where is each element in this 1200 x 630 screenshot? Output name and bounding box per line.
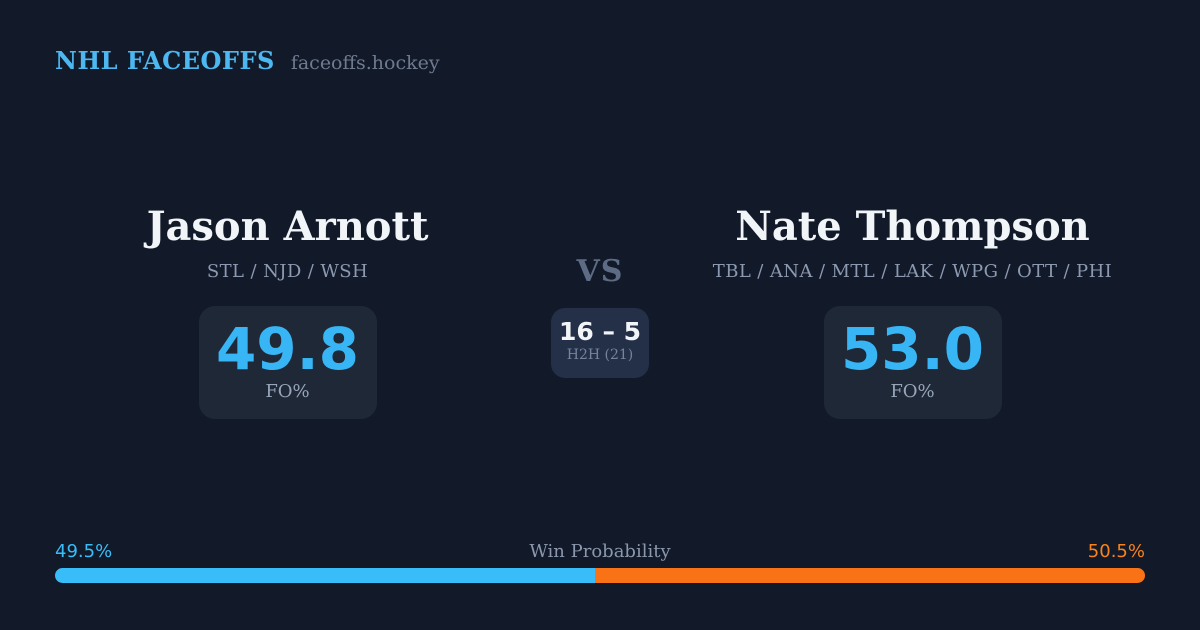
player-right-stat-box: 53.0 FO% — [823, 306, 1002, 419]
vs-label: VS — [576, 254, 624, 289]
player-left-teams: STL / NJD / WSH — [206, 261, 369, 282]
win-probability-right-value: 50.5% — [1087, 541, 1145, 562]
player-right-stat-label: FO% — [890, 381, 935, 402]
player-right-teams: TBL / ANA / MTL / LAK / WPG / OTT / PHI — [712, 261, 1113, 282]
player-left: Jason Arnott STL / NJD / WSH 49.8 FO% — [55, 207, 520, 419]
player-left-stat-label: FO% — [265, 381, 310, 402]
matchup-row: Jason Arnott STL / NJD / WSH 49.8 FO% VS… — [55, 207, 1145, 419]
win-probability-left-value: 49.5% — [55, 541, 113, 562]
matchup-center: VS 16 – 5 H2H (21) — [520, 207, 680, 378]
player-right-name: Nate Thompson — [735, 203, 1090, 250]
header: NHL FACEOFFS faceoffs.hockey — [55, 46, 440, 75]
player-right-fo-pct: 53.0 — [840, 315, 985, 383]
player-right: Nate Thompson TBL / ANA / MTL / LAK / WP… — [680, 207, 1145, 419]
win-probability-labels: 49.5% Win Probability 50.5% — [55, 541, 1145, 562]
player-left-name: Jason Arnott — [146, 203, 429, 250]
h2h-label: H2H (21) — [566, 347, 634, 363]
h2h-score: 16 – 5 — [558, 317, 642, 346]
brand-title: NHL FACEOFFS — [55, 46, 275, 75]
player-left-fo-pct: 49.8 — [215, 315, 360, 383]
win-bar-right-segment — [594, 568, 1145, 583]
site-url: faceoffs.hockey — [290, 52, 440, 74]
h2h-box: 16 – 5 H2H (21) — [551, 308, 649, 378]
player-left-stat-box: 49.8 FO% — [198, 306, 377, 419]
win-bar-left-segment — [55, 568, 595, 583]
win-probability-bar — [55, 568, 1145, 583]
win-probability-title: Win Probability — [529, 541, 671, 562]
